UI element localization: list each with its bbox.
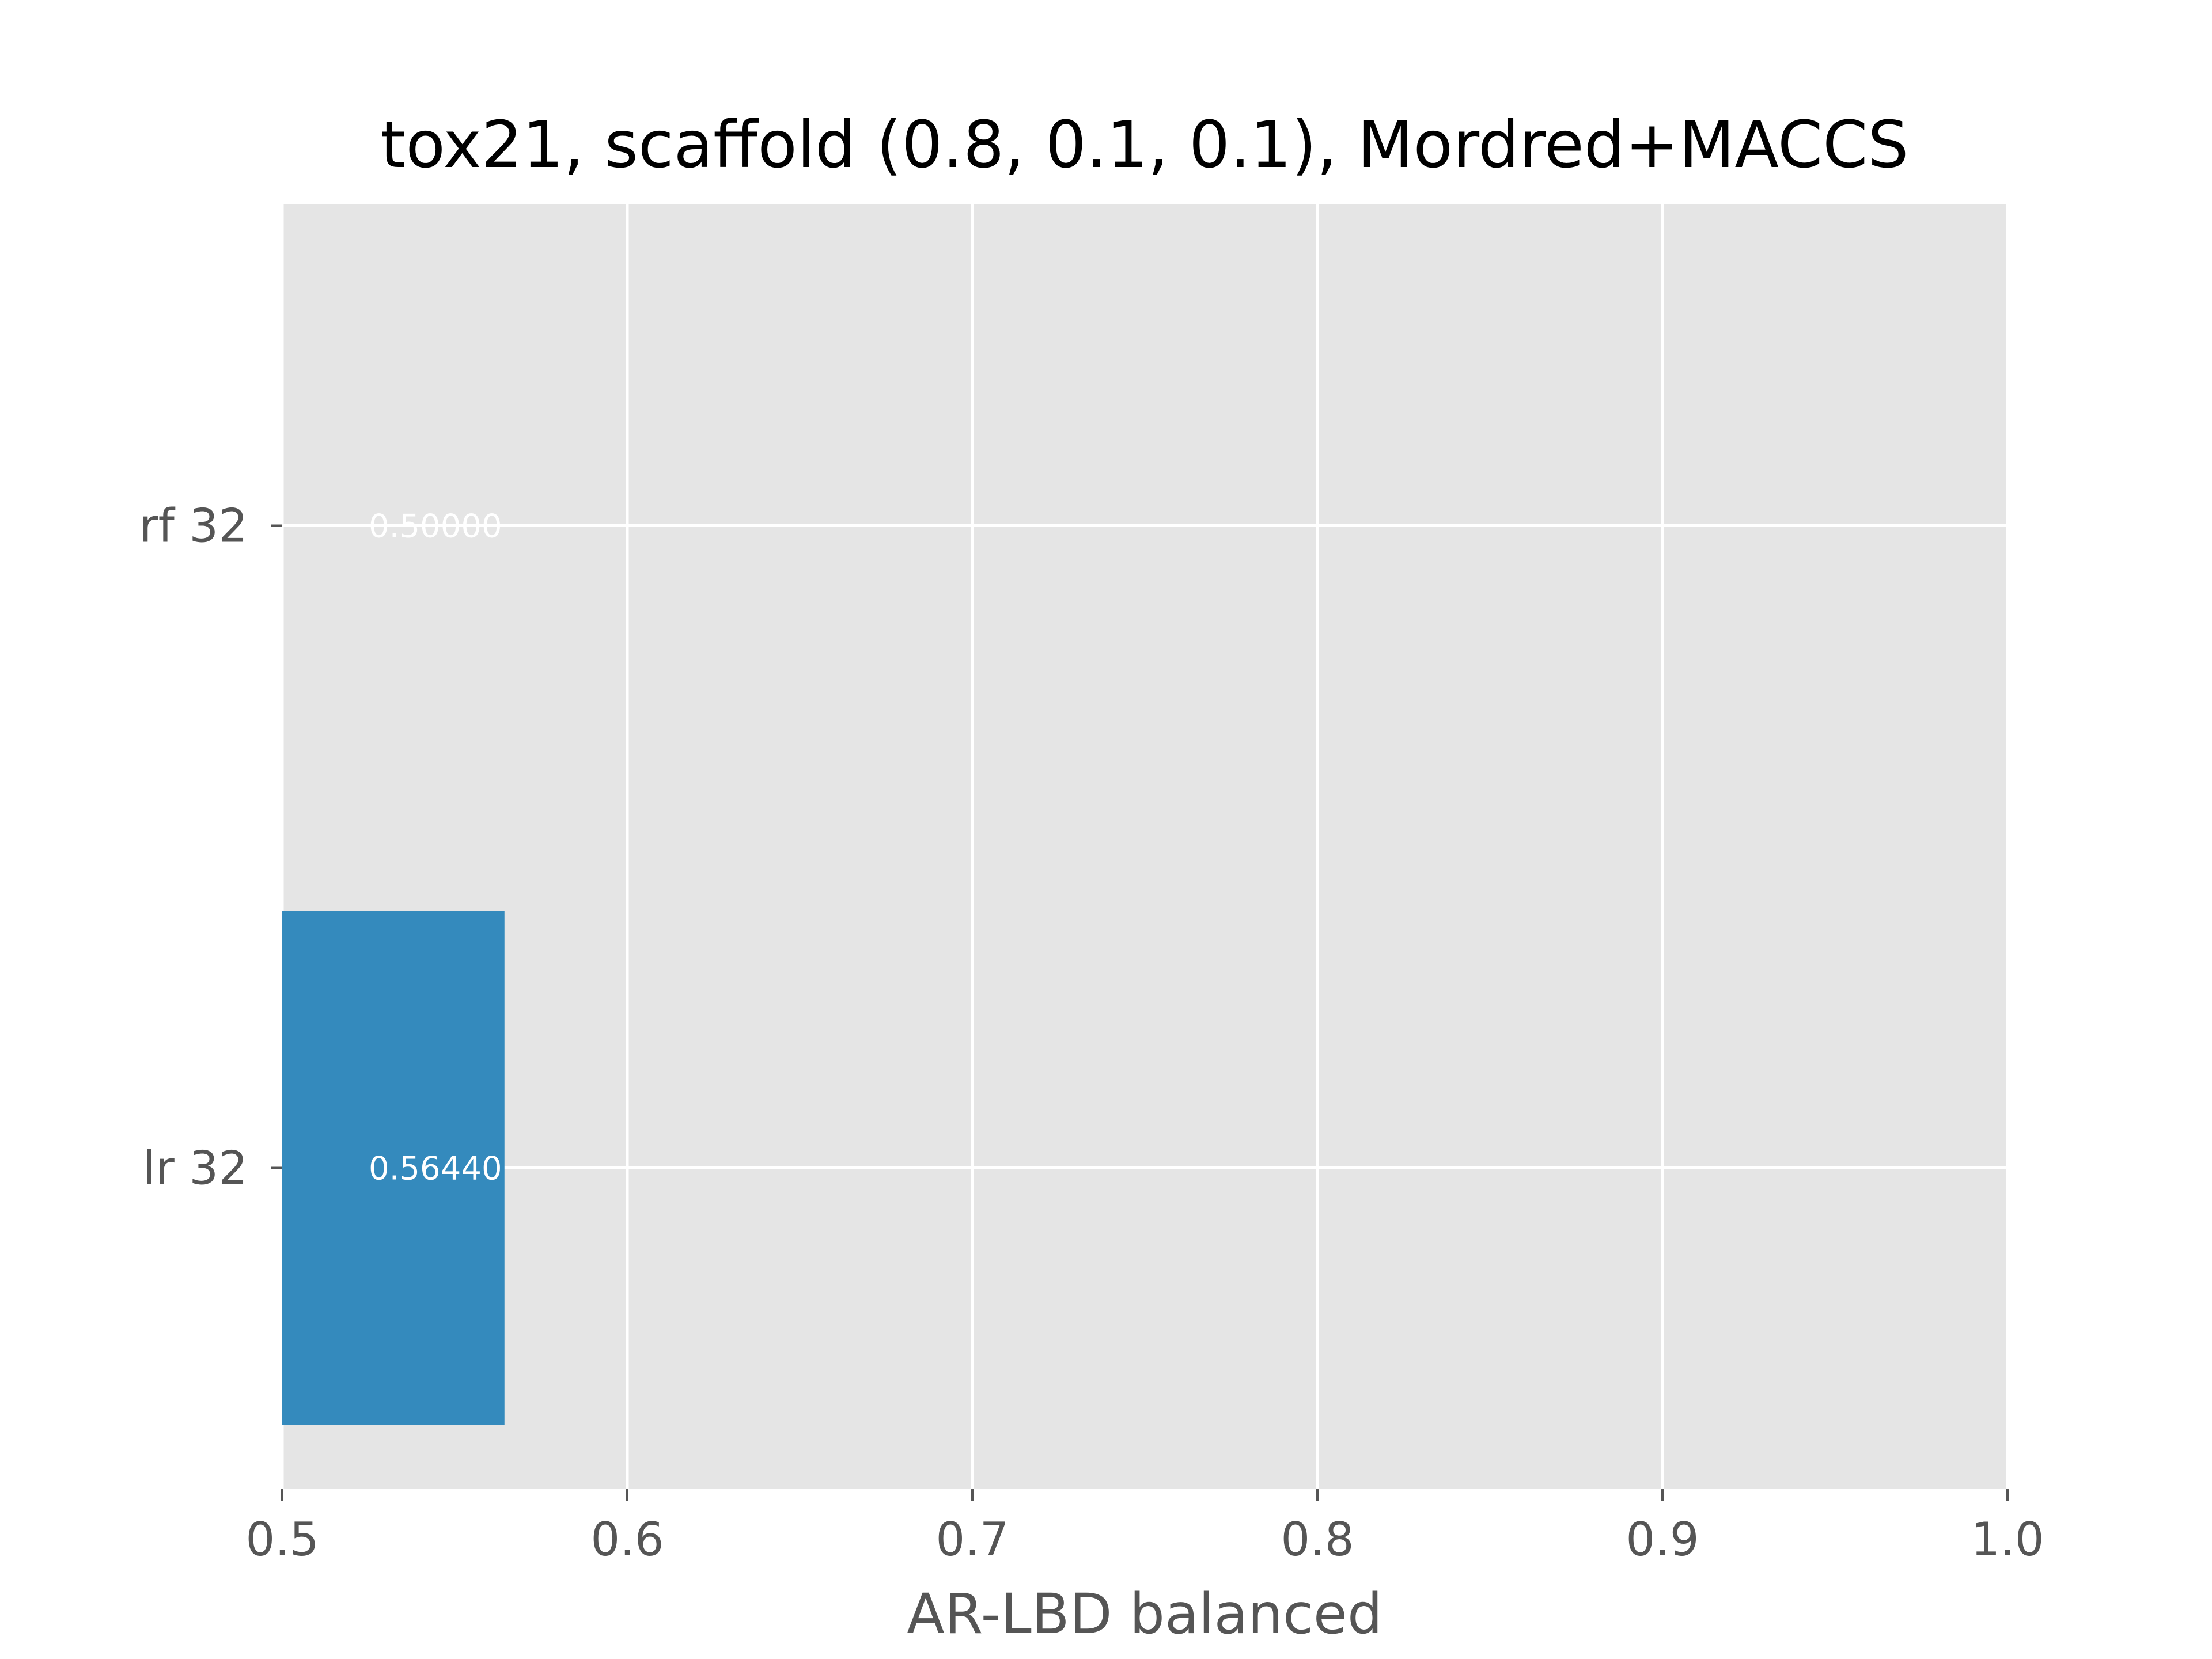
y-tick-label: rf 32 [139, 499, 248, 553]
x-tick-label: 0.7 [935, 1513, 1009, 1566]
gridlines [281, 204, 2009, 1489]
x-tick-label: 0.6 [590, 1513, 664, 1566]
data-labels: 0.56440 0.50000 [369, 508, 502, 1188]
data-label: 0.56440 [369, 1150, 502, 1188]
x-tick-label: 0.8 [1281, 1513, 1354, 1566]
x-tick-label: 0.5 [245, 1513, 319, 1566]
bars [282, 911, 505, 1425]
data-label: 0.50000 [369, 508, 502, 546]
y-axis: lr 32 rf 32 [139, 499, 282, 1195]
x-tick-label: 1.0 [1971, 1513, 2044, 1566]
chart-title: tox21, scaffold (0.8, 0.1, 0.1), Mordred… [381, 108, 1909, 183]
y-tick-label: lr 32 [143, 1142, 248, 1195]
x-tick-label: 0.9 [1626, 1513, 1699, 1566]
x-axis: 0.5 0.6 0.7 0.8 0.9 1.0 [245, 1489, 2044, 1566]
plot-background [282, 204, 2008, 1489]
x-axis-label: AR-LBD balanced [907, 1582, 1382, 1646]
bar-lr-32 [282, 911, 505, 1425]
